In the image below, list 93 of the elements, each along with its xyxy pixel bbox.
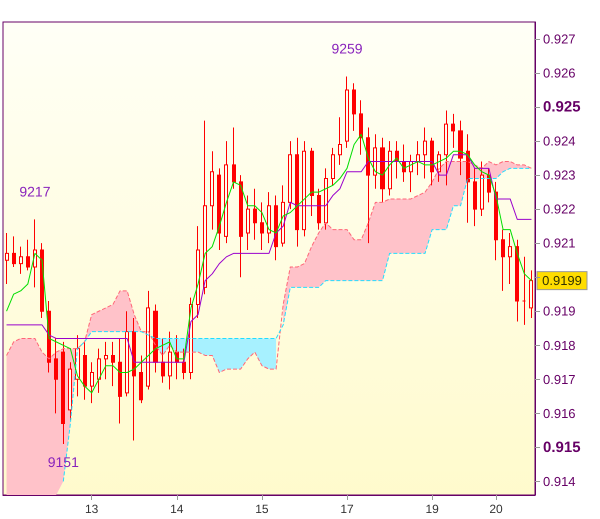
candlestick [168, 331, 172, 390]
candlestick [19, 246, 23, 274]
candlestick [267, 192, 271, 244]
candlestick [281, 184, 285, 248]
candlestick [253, 188, 257, 240]
candlestick [515, 239, 519, 322]
candlestick [210, 150, 214, 230]
candlestick [132, 318, 136, 442]
candlestick [388, 140, 392, 196]
candlestick [54, 338, 58, 414]
y-tick-label: 0.917 [543, 372, 576, 387]
candlestick [529, 270, 533, 319]
candlestick [494, 181, 498, 261]
candlestick [161, 338, 165, 384]
candlestick [33, 218, 37, 288]
x-tick-label: 20 [489, 502, 503, 516]
y-tick-label: 0.925 [543, 98, 581, 116]
text: 0.9199 [542, 273, 582, 288]
candlestick [83, 341, 87, 400]
candlestick [146, 290, 150, 390]
candlestick [274, 195, 278, 261]
y-tick-label: 0.918 [543, 338, 576, 353]
candlestick [501, 229, 505, 292]
candlestick [90, 362, 94, 404]
y-tick-label: 0.919 [543, 304, 576, 319]
candlestick [522, 256, 526, 326]
annotation: 9259 [331, 40, 363, 56]
candlestick [182, 348, 186, 380]
y-tick-label: 0.922 [543, 202, 576, 217]
candlestick [68, 362, 72, 421]
x-tick-label: 13 [84, 502, 99, 516]
candlestick [380, 137, 385, 203]
candlestick [352, 82, 356, 132]
x-tick-label: 14 [170, 502, 184, 516]
candlestick [331, 147, 335, 186]
candlestick [153, 304, 158, 373]
candlestick [338, 116, 342, 166]
candlestick [224, 140, 228, 244]
y-tick-label: 0.921 [543, 236, 576, 251]
candlestick [232, 126, 236, 190]
candlestick [395, 140, 399, 180]
candlestick [480, 161, 484, 216]
annotation: 9217 [19, 183, 51, 200]
candlestick [317, 188, 321, 230]
y-tick-label: 0.916 [543, 406, 576, 421]
annotation: 9151 [48, 454, 80, 470]
candlestick [239, 174, 243, 278]
candlestick [246, 195, 250, 250]
candlestick [466, 134, 470, 224]
y-tick-label: 0.915 [543, 438, 581, 456]
candlestick [260, 202, 264, 250]
candlestick [451, 113, 455, 148]
candlestick [366, 126, 370, 244]
candlestick [125, 310, 129, 397]
candlestick [118, 338, 122, 424]
candlestick [40, 242, 44, 319]
candlestick [139, 354, 143, 404]
candlestick [324, 168, 328, 230]
candlestick [508, 232, 512, 285]
candlestick [196, 226, 200, 319]
candlestick [26, 239, 30, 271]
y-tick-label: 0.926 [543, 66, 576, 81]
x-tick-label: 15 [255, 502, 269, 516]
candlestick [12, 236, 16, 268]
candlestick [423, 126, 427, 180]
candlestick [373, 134, 377, 190]
candlestick [416, 140, 420, 176]
candlestick [310, 147, 314, 216]
candlestick [444, 110, 448, 186]
candlestick [61, 341, 65, 444]
candlestick [104, 341, 108, 380]
x-tick-label: 19 [425, 502, 440, 516]
candlestick [458, 120, 463, 176]
candlestick [203, 120, 207, 295]
candlestick [430, 137, 434, 186]
candlestick [295, 137, 299, 248]
candlestick [359, 100, 363, 156]
y-tick-label: 0.927 [543, 32, 576, 47]
candlestick [111, 341, 115, 387]
candlestick [345, 76, 349, 148]
y-tick-label: 0.924 [543, 134, 576, 149]
candlestick [288, 140, 292, 210]
candlestick [302, 140, 306, 237]
candlestick [402, 144, 406, 182]
candlestick [409, 154, 413, 193]
y-tick-label: 0.914 [543, 474, 576, 489]
candlestick [5, 232, 9, 285]
candlestick [217, 168, 221, 250]
x-tick-label: 17 [340, 502, 354, 516]
line-series [6, 134, 532, 394]
candlestick [473, 168, 477, 227]
y-tick-label: 0.923 [543, 168, 576, 183]
candlestick [97, 348, 101, 394]
